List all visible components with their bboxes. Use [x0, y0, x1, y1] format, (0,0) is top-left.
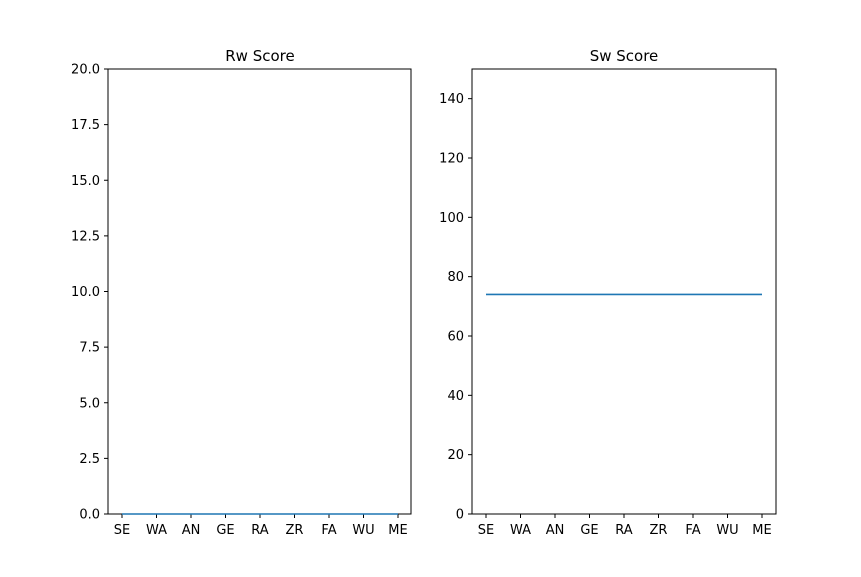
- y-tick-label: 5.0: [79, 396, 100, 411]
- x-tick-label: AN: [182, 523, 201, 538]
- y-tick-label: 2.5: [79, 452, 100, 467]
- chart-title: Sw Score: [590, 47, 659, 65]
- x-tick-label: RA: [615, 523, 633, 538]
- y-tick-label: 15.0: [71, 174, 100, 189]
- y-tick-label: 80: [447, 270, 464, 285]
- x-tick-label: FA: [685, 523, 700, 538]
- x-tick-label: SE: [478, 523, 494, 538]
- chart-title: Rw Score: [225, 47, 294, 65]
- plot-area: 0.0 2.5 5.0 7.5 10.0 12.5 15.0 17.5 20.0 SE WA AN GE…: [71, 63, 412, 538]
- x-tick-label: WA: [510, 523, 531, 538]
- y-tick-label: 100: [439, 211, 464, 226]
- y-tick-label: 17.5: [71, 118, 100, 133]
- x-tick-label: AN: [546, 523, 565, 538]
- y-tick-label: 0.0: [79, 508, 100, 523]
- x-tick-label: RA: [251, 523, 269, 538]
- y-tick-label: 140: [439, 92, 464, 107]
- y-tick-label: 7.5: [79, 341, 100, 356]
- y-tick-label: 40: [447, 389, 464, 404]
- y-tick-label: 20.0: [71, 63, 100, 78]
- x-tick-label: WU: [352, 523, 374, 538]
- x-tick-label: FA: [321, 523, 336, 538]
- x-tick-label: GE: [216, 523, 234, 538]
- y-tick-label: 0: [456, 508, 464, 523]
- x-tick-label: WA: [146, 523, 167, 538]
- y-tick-label: 20: [447, 448, 464, 463]
- x-tick-label: ZR: [286, 523, 304, 538]
- y-tick-label: 60: [447, 330, 464, 345]
- y-tick-label: 12.5: [71, 229, 100, 244]
- x-tick-label: SE: [114, 523, 130, 538]
- x-tick-label: ZR: [650, 523, 668, 538]
- x-tick-label: ME: [388, 523, 407, 538]
- y-tick-label: 10.0: [71, 285, 100, 300]
- x-tick-label: WU: [716, 523, 738, 538]
- y-tick-label: 120: [439, 152, 464, 167]
- chart-sw-score: Sw Score 0 20 40 60 80 100 120 140 SE WA AN GE RA ZR F…: [439, 47, 777, 538]
- plot-area: 0 20 40 60 80 100 120 140 SE WA AN GE RA ZR FA WU ME: [439, 68, 777, 538]
- x-tick-label: ME: [752, 523, 771, 538]
- chart-rw-score: Rw Score 0.0 2.5 5.0 7.5 10.0 12.5 15.0 17.5 20.…: [71, 47, 412, 538]
- x-tick-label: GE: [580, 523, 598, 538]
